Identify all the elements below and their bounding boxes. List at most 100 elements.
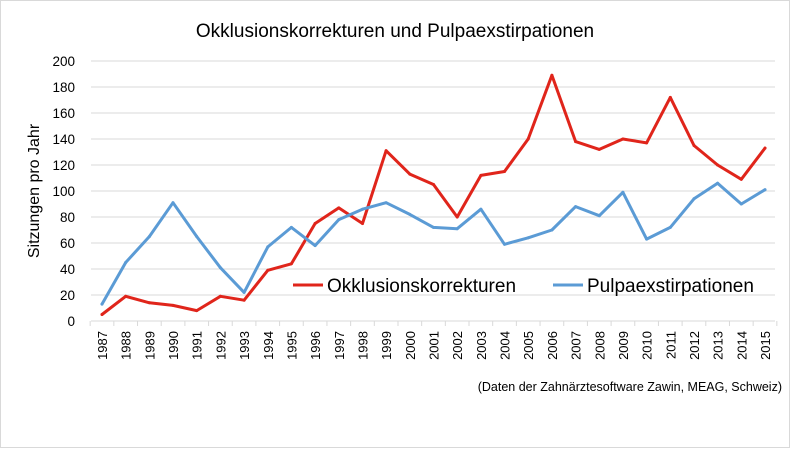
x-tick-label: 1989 <box>142 331 157 360</box>
x-tick-label: 2006 <box>545 331 560 360</box>
data-point <box>337 206 341 210</box>
x-tick-label: 1997 <box>332 331 347 360</box>
data-point <box>692 144 696 147</box>
data-point <box>218 266 222 270</box>
x-tick-label: 1990 <box>166 331 181 360</box>
data-point <box>503 242 506 246</box>
x-tick-label: 2003 <box>474 331 489 360</box>
data-point <box>621 137 625 141</box>
x-tick-label: 1988 <box>119 331 134 360</box>
legend: Okklusionskorrekturen Pulpaexstirpationen <box>293 276 754 297</box>
data-point <box>739 202 743 206</box>
chart-title: Okklusionskorrekturen und Pulpaexstirpat… <box>196 21 594 42</box>
data-point <box>526 137 530 141</box>
legend-label: Okklusionskorrekturen <box>327 276 516 297</box>
y-tick-label: 160 <box>52 106 75 121</box>
x-tick-label: 1996 <box>308 331 323 360</box>
y-tick-label: 60 <box>60 236 75 251</box>
y-tick-label: 40 <box>60 262 75 277</box>
data-point <box>242 290 246 294</box>
data-point <box>455 227 459 231</box>
data-point <box>645 237 649 241</box>
data-point <box>574 205 578 209</box>
x-tick-label: 1999 <box>379 331 394 360</box>
data-point <box>408 212 412 216</box>
data-point <box>597 147 601 151</box>
x-tick-label: 2008 <box>592 331 607 360</box>
data-point <box>479 207 483 211</box>
data-point <box>455 215 459 219</box>
data-point <box>550 73 554 77</box>
data-point <box>195 309 199 313</box>
data-point <box>763 188 767 192</box>
data-point <box>289 262 293 266</box>
data-point <box>361 207 364 211</box>
y-tick-label: 180 <box>52 80 75 95</box>
data-point <box>218 294 222 298</box>
data-point <box>289 225 293 229</box>
x-tick-label: 1998 <box>355 331 370 360</box>
source-note: (Daten der Zahnärztesoftware Zawin, MEAG… <box>478 380 782 394</box>
data-point <box>337 218 341 222</box>
x-tick-label: 2009 <box>616 331 631 360</box>
data-point <box>313 244 317 248</box>
x-tick-label: 2004 <box>498 331 513 360</box>
y-axis-ticks: 0 20 40 60 80 100 120 140 160 180 200 <box>52 54 75 329</box>
data-point <box>716 181 720 185</box>
y-tick-label: 140 <box>52 132 75 147</box>
y-tick-label: 120 <box>52 158 75 173</box>
data-point <box>526 236 530 240</box>
y-tick-label: 20 <box>60 288 75 303</box>
y-tick-label: 0 <box>67 314 75 329</box>
data-point <box>147 235 151 238</box>
data-point <box>432 225 435 229</box>
data-point <box>100 313 104 316</box>
data-point <box>716 163 720 167</box>
data-point <box>313 222 317 225</box>
data-point <box>242 298 246 302</box>
x-tick-label: 2001 <box>427 331 442 360</box>
data-point <box>574 140 578 144</box>
x-tick-label: 2000 <box>403 331 418 360</box>
data-point <box>124 261 128 264</box>
x-tick-label: 1994 <box>261 331 276 360</box>
data-point <box>384 149 388 153</box>
data-point <box>739 177 743 181</box>
data-point <box>171 303 175 307</box>
series-lines <box>100 73 767 316</box>
x-tick-label: 1993 <box>237 331 252 360</box>
x-tick-label: 1992 <box>213 331 228 360</box>
data-point <box>408 172 412 176</box>
data-point <box>266 268 270 272</box>
x-tick-label: 2007 <box>569 331 584 360</box>
data-point <box>432 183 435 186</box>
data-point <box>147 301 151 305</box>
data-point <box>668 225 672 229</box>
x-tick-label: 1995 <box>284 331 299 360</box>
legend-label: Pulpaexstirpationen <box>587 276 754 297</box>
data-point <box>503 170 506 173</box>
data-point <box>645 141 649 145</box>
data-point <box>124 294 128 298</box>
data-point <box>668 95 672 99</box>
x-axis-ticks: 1987 1988 1989 1990 1991 1992 1993 1994 1995 1996… <box>89 321 778 360</box>
data-point <box>479 173 483 177</box>
y-axis-label: Sitzungen pro Jahr <box>26 123 43 258</box>
data-point <box>361 222 364 225</box>
y-gridlines <box>91 60 775 296</box>
x-tick-label: 2011 <box>663 331 678 359</box>
x-tick-label: 2014 <box>734 331 749 360</box>
y-tick-label: 100 <box>52 184 75 199</box>
data-point <box>597 214 601 218</box>
data-point <box>384 201 388 205</box>
x-tick-label: 2015 <box>758 331 773 360</box>
x-tick-label: 2013 <box>711 331 726 360</box>
data-point <box>621 190 625 194</box>
data-point <box>100 302 104 306</box>
data-point <box>550 228 554 232</box>
data-point <box>195 235 199 238</box>
x-tick-label: 2010 <box>640 331 655 360</box>
x-tick-label: 2012 <box>687 331 702 360</box>
